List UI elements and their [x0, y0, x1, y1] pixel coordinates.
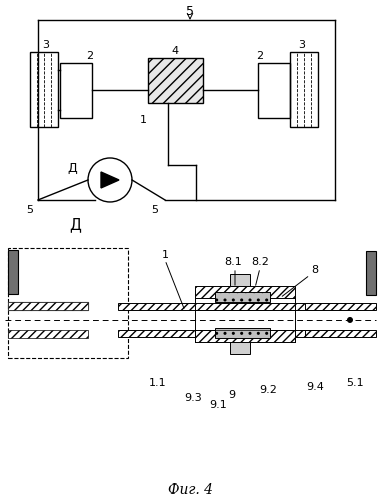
Text: Д: Д	[67, 162, 77, 175]
Bar	[290, 52, 318, 127]
Bar	[8, 248, 128, 358]
Text: 5: 5	[186, 5, 194, 18]
Text: 4: 4	[172, 46, 179, 56]
Bar	[230, 274, 250, 286]
Polygon shape	[101, 172, 119, 188]
Bar	[30, 52, 58, 127]
Text: 8.1: 8.1	[224, 257, 242, 267]
Text: 8.2: 8.2	[251, 257, 269, 267]
Text: 5: 5	[152, 205, 158, 215]
Text: 3: 3	[298, 40, 306, 50]
Text: 5.1: 5.1	[346, 378, 364, 388]
Text: Д: Д	[69, 218, 81, 233]
Bar	[118, 330, 360, 337]
Bar	[8, 302, 88, 310]
Bar	[195, 286, 295, 298]
Text: 9: 9	[229, 390, 235, 400]
Bar	[118, 303, 360, 310]
Text: 3: 3	[43, 40, 50, 50]
Bar	[8, 250, 18, 294]
Bar	[8, 330, 88, 338]
Text: Фиг. 4: Фиг. 4	[168, 483, 213, 497]
Text: 9.1: 9.1	[209, 400, 227, 410]
Bar	[148, 58, 203, 103]
Text: 2: 2	[86, 51, 94, 61]
Circle shape	[347, 317, 353, 323]
Text: 9.4: 9.4	[306, 382, 324, 392]
Text: 5: 5	[27, 205, 34, 215]
Bar	[60, 63, 92, 118]
Text: 8: 8	[311, 265, 319, 275]
Text: 1: 1	[139, 115, 147, 125]
Bar	[215, 328, 270, 338]
Bar	[258, 63, 290, 118]
Text: 2: 2	[256, 51, 264, 61]
Bar	[305, 330, 376, 337]
Bar	[305, 303, 376, 310]
Bar	[366, 251, 376, 295]
Text: 9.2: 9.2	[259, 385, 277, 395]
Text: 9.3: 9.3	[184, 393, 202, 403]
Bar	[195, 330, 295, 342]
Bar	[230, 342, 250, 354]
Bar	[215, 292, 270, 302]
Text: 1: 1	[162, 250, 168, 260]
Text: 1.1: 1.1	[149, 378, 167, 388]
